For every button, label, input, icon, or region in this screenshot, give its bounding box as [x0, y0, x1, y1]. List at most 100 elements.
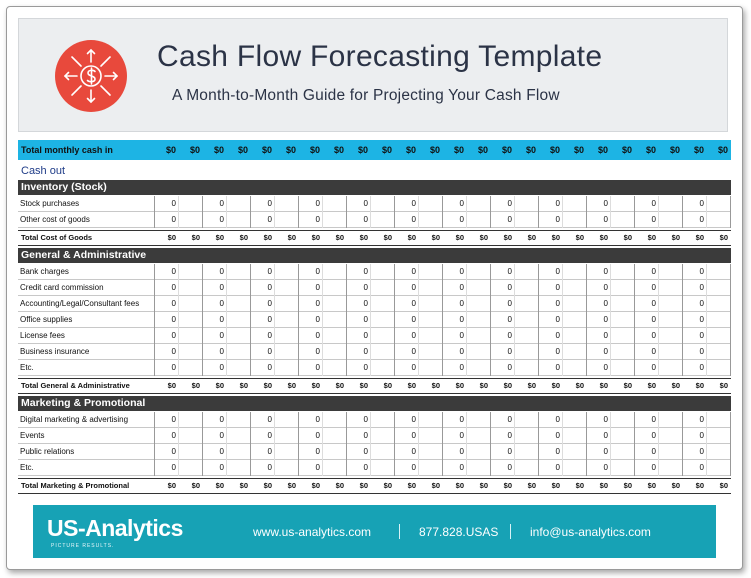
section-title: Marketing & Promotional — [21, 397, 146, 409]
row-value: 0 — [555, 347, 560, 356]
row-value: 0 — [459, 215, 464, 224]
value-cell — [563, 196, 587, 212]
row-value: 0 — [171, 331, 176, 340]
value-cell — [299, 412, 323, 428]
value-cell — [683, 460, 707, 476]
total-value: $0 — [191, 381, 200, 390]
value-cell — [395, 196, 419, 212]
value-cell — [707, 412, 731, 428]
row-value: 0 — [507, 331, 512, 340]
value-cell — [539, 412, 563, 428]
value-cell — [467, 328, 491, 344]
value-cell — [563, 264, 587, 280]
value-cell — [419, 428, 443, 444]
value-cell — [635, 212, 659, 228]
value-cell — [515, 444, 539, 460]
row-value: 0 — [363, 347, 368, 356]
row-label: Credit card commission — [20, 280, 155, 296]
row-label: Bank charges — [20, 264, 155, 280]
value-cell — [299, 196, 323, 212]
row-value: 0 — [555, 283, 560, 292]
value-cell — [395, 460, 419, 476]
value-cell — [539, 280, 563, 296]
value-cell — [707, 212, 731, 228]
separator — [510, 524, 511, 539]
row-value: 0 — [603, 447, 608, 456]
total-value: $0 — [263, 233, 272, 242]
row-value: 0 — [315, 463, 320, 472]
value-cell — [491, 412, 515, 428]
total-value: $0 — [503, 481, 512, 490]
total-value: $0 — [479, 481, 488, 490]
value-cell — [635, 460, 659, 476]
row-value: 0 — [699, 447, 704, 456]
value-cell — [155, 328, 179, 344]
email: info@us-analytics.com — [530, 525, 651, 539]
total-value: $0 — [671, 233, 680, 242]
total-value: $0 — [287, 481, 296, 490]
total-value: $0 — [575, 481, 584, 490]
value-cell — [515, 212, 539, 228]
total-value: $0 — [645, 145, 656, 155]
total-value: $0 — [453, 145, 464, 155]
total-value: $0 — [719, 381, 728, 390]
value-cell — [635, 412, 659, 428]
value-cell — [203, 444, 227, 460]
value-cell — [419, 344, 443, 360]
value-cell — [563, 360, 587, 376]
value-cell — [539, 296, 563, 312]
value-cell — [179, 196, 203, 212]
row-value: 0 — [603, 363, 608, 372]
value-cell — [179, 412, 203, 428]
value-cell — [227, 460, 251, 476]
row-value: 0 — [411, 199, 416, 208]
row-value: 0 — [651, 199, 656, 208]
row-value: 0 — [603, 299, 608, 308]
value-cell — [443, 212, 467, 228]
value-cell — [539, 344, 563, 360]
total-value: $0 — [263, 381, 272, 390]
value-cell — [323, 196, 347, 212]
row-value: 0 — [555, 431, 560, 440]
value-cell — [155, 460, 179, 476]
total-value: $0 — [503, 381, 512, 390]
total-value: $0 — [383, 481, 392, 490]
value-cell — [683, 428, 707, 444]
value-cell — [347, 212, 371, 228]
total-value: $0 — [623, 233, 632, 242]
row-value: 0 — [363, 463, 368, 472]
value-cell — [539, 460, 563, 476]
value-cell — [683, 312, 707, 328]
value-cell — [275, 344, 299, 360]
value-cell — [587, 444, 611, 460]
total-value: $0 — [647, 481, 656, 490]
total-value: $0 — [239, 381, 248, 390]
value-cell — [659, 196, 683, 212]
value-cell — [587, 196, 611, 212]
value-cell — [491, 312, 515, 328]
row-value: 0 — [651, 431, 656, 440]
value-cell — [299, 328, 323, 344]
row-value: 0 — [603, 347, 608, 356]
row-value: 0 — [267, 315, 272, 324]
value-cell — [395, 296, 419, 312]
value-cell — [443, 460, 467, 476]
row-value: 0 — [603, 283, 608, 292]
value-cell — [347, 360, 371, 376]
total-value: $0 — [549, 145, 560, 155]
row-value: 0 — [219, 347, 224, 356]
value-cell — [443, 344, 467, 360]
row-value: 0 — [459, 283, 464, 292]
value-cell — [251, 264, 275, 280]
value-cell — [659, 360, 683, 376]
value-cell — [323, 280, 347, 296]
total-label: Total monthly cash in — [21, 145, 113, 155]
row-value: 0 — [363, 431, 368, 440]
value-cell — [227, 360, 251, 376]
value-cell — [635, 280, 659, 296]
value-cell — [563, 412, 587, 428]
total-value: $0 — [357, 145, 368, 155]
total-value: $0 — [189, 145, 200, 155]
value-cell — [347, 444, 371, 460]
row-value: 0 — [363, 415, 368, 424]
